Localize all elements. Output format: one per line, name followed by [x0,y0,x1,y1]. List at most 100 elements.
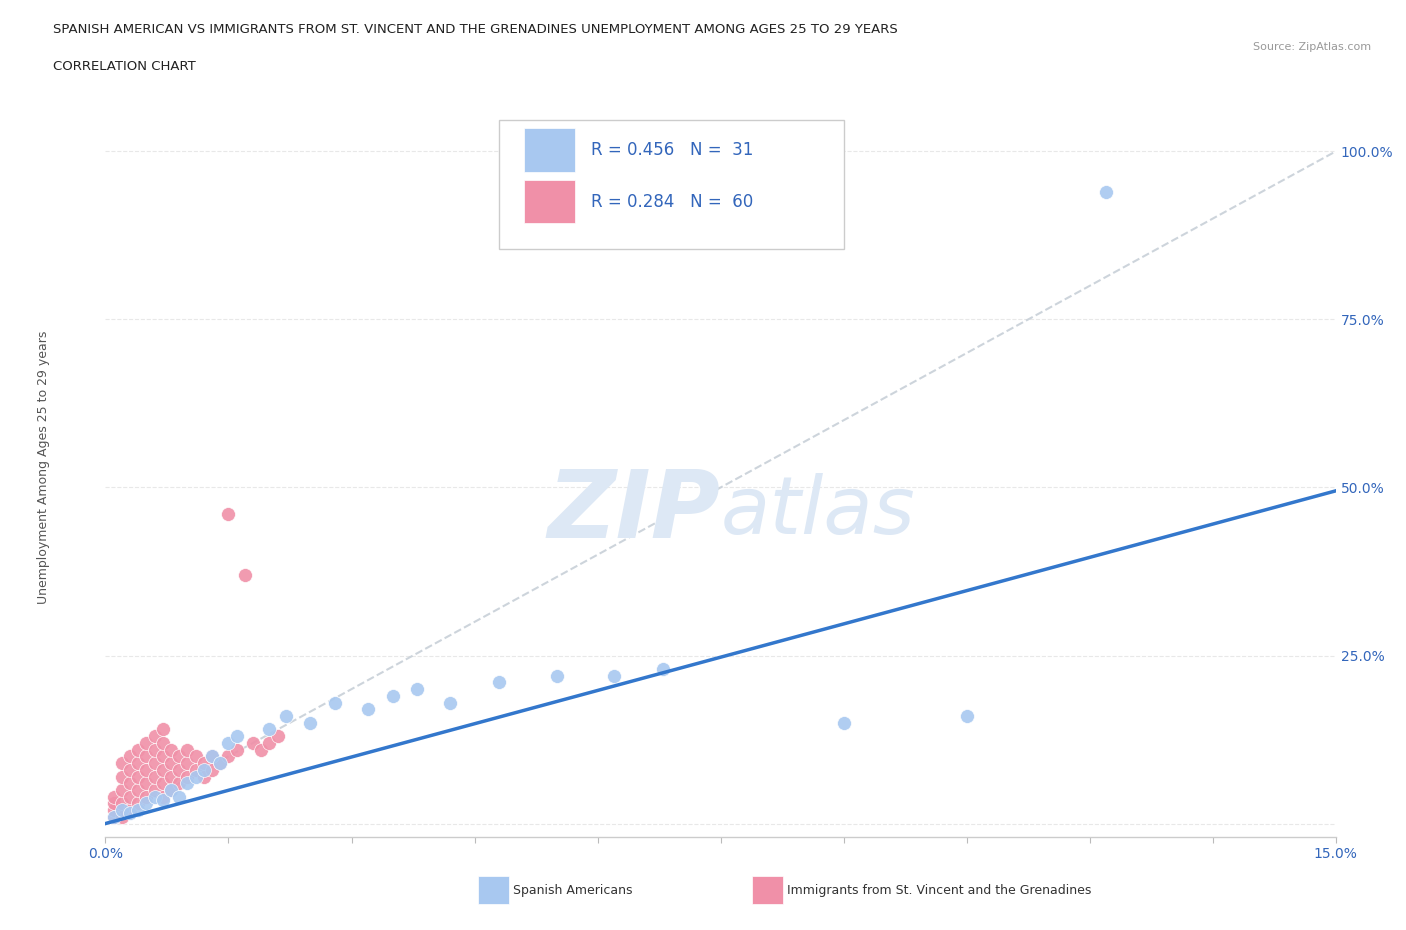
Point [299,715,322,730]
Text: CORRELATION CHART: CORRELATION CHART [53,60,197,73]
FancyBboxPatch shape [524,128,575,172]
Point [127,769,149,784]
Point [184,749,207,764]
Point [135,796,157,811]
Text: R = 0.284   N =  60: R = 0.284 N = 60 [592,193,754,210]
Point [225,742,247,757]
Point [152,736,174,751]
Point [120,803,141,817]
Point [176,742,198,757]
Point [176,776,198,790]
Point [218,736,240,751]
Point [169,763,191,777]
Point [274,709,297,724]
Text: Spanish Americans: Spanish Americans [513,884,633,897]
Point [201,763,224,777]
Point [603,669,626,684]
Point [201,749,224,764]
Point [184,763,207,777]
Point [323,695,346,710]
FancyBboxPatch shape [524,179,575,223]
Text: atlas: atlas [721,472,915,551]
Point [250,742,273,757]
Point [259,736,281,751]
Point [120,749,141,764]
Point [406,682,429,697]
Point [111,769,134,784]
Point [152,792,174,807]
Point [209,755,232,770]
Point [267,729,290,744]
Point [127,796,149,811]
Point [143,755,166,770]
Point [135,776,157,790]
Text: SPANISH AMERICAN VS IMMIGRANTS FROM ST. VINCENT AND THE GRENADINES UNEMPLOYMENT : SPANISH AMERICAN VS IMMIGRANTS FROM ST. … [53,23,898,36]
Point [201,749,224,764]
Point [120,776,141,790]
Point [111,796,134,811]
Point [381,688,404,703]
Point [218,749,240,764]
Point [143,790,166,804]
Point [127,755,149,770]
Text: R = 0.456   N =  31: R = 0.456 N = 31 [592,140,754,159]
Point [488,675,510,690]
FancyBboxPatch shape [499,120,844,249]
Point [111,803,134,817]
Point [176,769,198,784]
Point [233,567,256,582]
Point [127,782,149,797]
Point [956,709,979,724]
Point [111,755,134,770]
Point [169,749,191,764]
Point [225,729,247,744]
Point [127,803,149,817]
Text: Immigrants from St. Vincent and the Grenadines: Immigrants from St. Vincent and the Gren… [787,884,1091,897]
Point [111,809,134,824]
Point [652,661,675,676]
Point [193,769,215,784]
Point [111,782,134,797]
Point [135,790,157,804]
Point [209,755,232,770]
Y-axis label: Unemployment Among Ages 25 to 29 years: Unemployment Among Ages 25 to 29 years [37,331,49,604]
Point [160,782,183,797]
Point [135,749,157,764]
Point [439,695,461,710]
Point [143,729,166,744]
Point [184,769,207,784]
Point [1095,184,1118,199]
Point [160,755,183,770]
Point [176,755,198,770]
Point [127,742,149,757]
Point [135,763,157,777]
Point [160,769,183,784]
Point [143,769,166,784]
Point [103,809,125,824]
Point [169,776,191,790]
Point [357,702,380,717]
Point [103,803,125,817]
Point [143,742,166,757]
Point [152,790,174,804]
Point [135,736,157,751]
Point [160,782,183,797]
Text: ZIP: ZIP [548,466,721,558]
Point [152,776,174,790]
Point [143,782,166,797]
Point [193,755,215,770]
Point [103,809,125,824]
Point [120,806,141,821]
Point [193,763,215,777]
Point [242,736,264,751]
Point [103,790,125,804]
Point [103,796,125,811]
Point [259,722,281,737]
Point [169,790,191,804]
Point [152,749,174,764]
Point [218,507,240,522]
Point [120,763,141,777]
Point [152,722,174,737]
Point [152,763,174,777]
Text: Source: ZipAtlas.com: Source: ZipAtlas.com [1253,42,1371,52]
